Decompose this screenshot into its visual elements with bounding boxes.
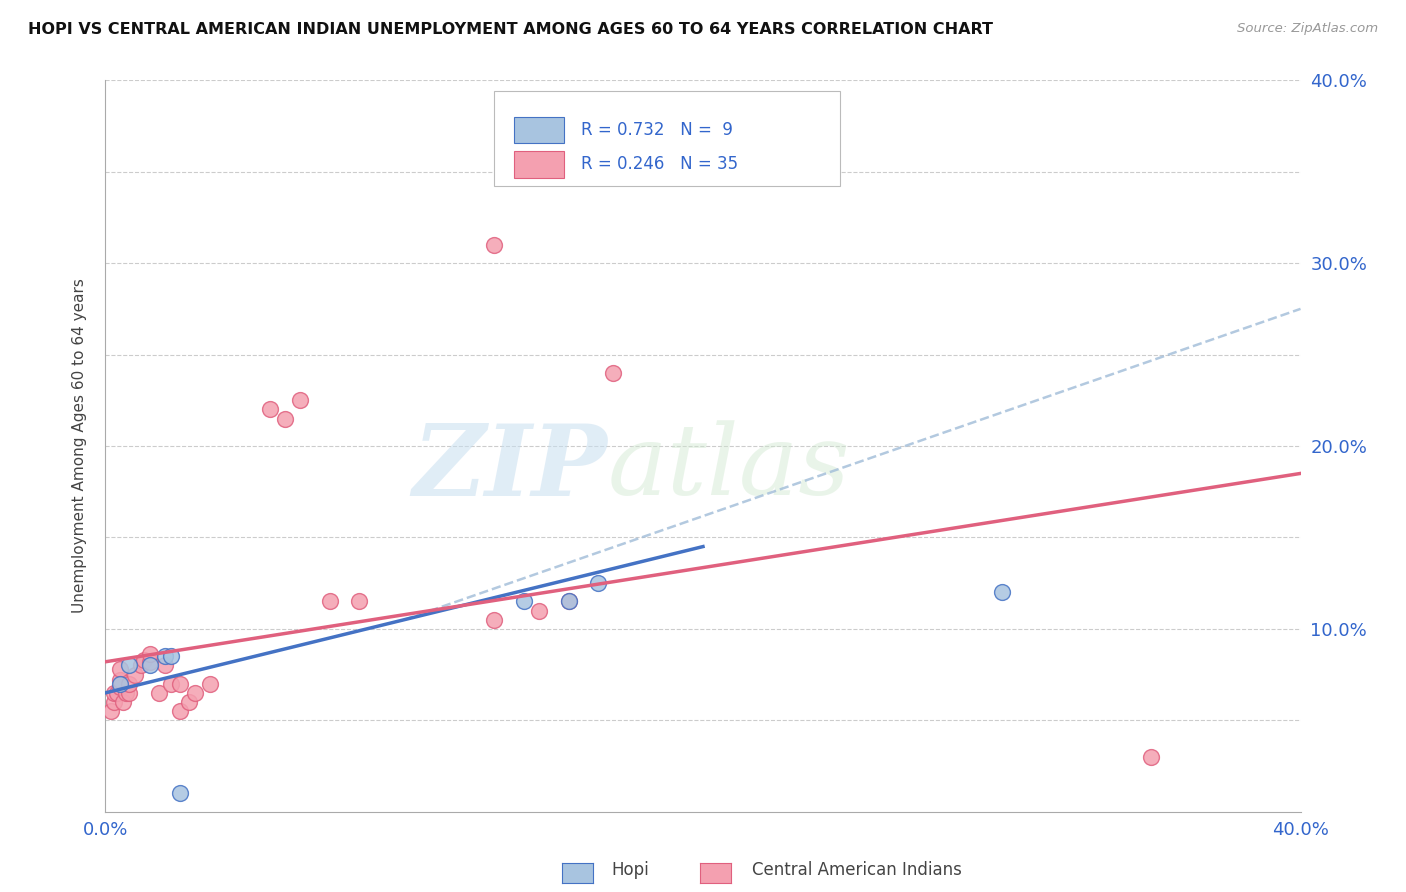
Point: [349, 594, 371, 608]
Point: [110, 676, 132, 690]
Point: [110, 673, 132, 687]
Point: [179, 695, 201, 709]
Point: [482, 613, 505, 627]
Point: [115, 686, 138, 700]
Point: [118, 686, 141, 700]
Point: [155, 649, 177, 664]
Point: [131, 658, 153, 673]
Point: [513, 594, 536, 608]
Point: [274, 411, 297, 425]
Point: [160, 649, 183, 664]
Text: HOPI VS CENTRAL AMERICAN INDIAN UNEMPLOYMENT AMONG AGES 60 TO 64 YEARS CORRELATI: HOPI VS CENTRAL AMERICAN INDIAN UNEMPLOY…: [28, 22, 993, 37]
Point: [1140, 749, 1163, 764]
Point: [184, 686, 207, 700]
Point: [318, 594, 340, 608]
Point: [602, 366, 624, 380]
Text: atlas: atlas: [607, 420, 851, 516]
Point: [103, 695, 125, 709]
Point: [990, 585, 1012, 599]
Point: [112, 695, 135, 709]
FancyBboxPatch shape: [515, 117, 564, 144]
Point: [482, 238, 505, 252]
Text: Source: ZipAtlas.com: Source: ZipAtlas.com: [1237, 22, 1378, 36]
FancyBboxPatch shape: [494, 91, 841, 186]
Point: [557, 594, 579, 608]
Point: [198, 676, 221, 690]
Point: [169, 787, 191, 801]
Point: [160, 676, 183, 690]
Point: [107, 686, 129, 700]
Y-axis label: Unemployment Among Ages 60 to 64 years: Unemployment Among Ages 60 to 64 years: [72, 278, 87, 614]
FancyBboxPatch shape: [515, 152, 564, 178]
Point: [110, 662, 132, 676]
Text: ZIP: ZIP: [412, 420, 607, 516]
Text: R = 0.732   N =  9: R = 0.732 N = 9: [581, 121, 733, 139]
Point: [124, 667, 146, 681]
Point: [139, 648, 162, 662]
Point: [134, 653, 156, 667]
Point: [110, 681, 132, 695]
Text: R = 0.246   N = 35: R = 0.246 N = 35: [581, 155, 738, 173]
Text: Central American Indians: Central American Indians: [752, 861, 962, 879]
Point: [169, 704, 191, 718]
Point: [155, 658, 177, 673]
Point: [139, 655, 162, 669]
Point: [118, 676, 141, 690]
Point: [527, 603, 550, 617]
Point: [118, 658, 141, 673]
Text: Hopi: Hopi: [612, 861, 650, 879]
Point: [259, 402, 281, 417]
Point: [139, 658, 162, 673]
Point: [169, 676, 191, 690]
Point: [148, 686, 170, 700]
Point: [588, 576, 610, 591]
Point: [557, 594, 579, 608]
Point: [103, 686, 125, 700]
Point: [288, 393, 311, 408]
Point: [100, 704, 122, 718]
